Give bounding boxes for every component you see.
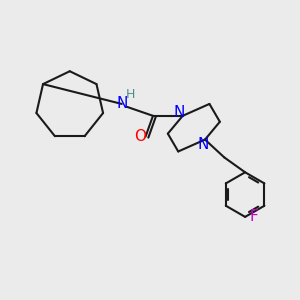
Text: N: N: [116, 96, 128, 111]
Text: F: F: [249, 209, 258, 224]
Text: N: N: [173, 105, 185, 120]
Text: O: O: [134, 129, 146, 144]
Text: H: H: [125, 88, 135, 101]
Text: N: N: [198, 136, 209, 152]
